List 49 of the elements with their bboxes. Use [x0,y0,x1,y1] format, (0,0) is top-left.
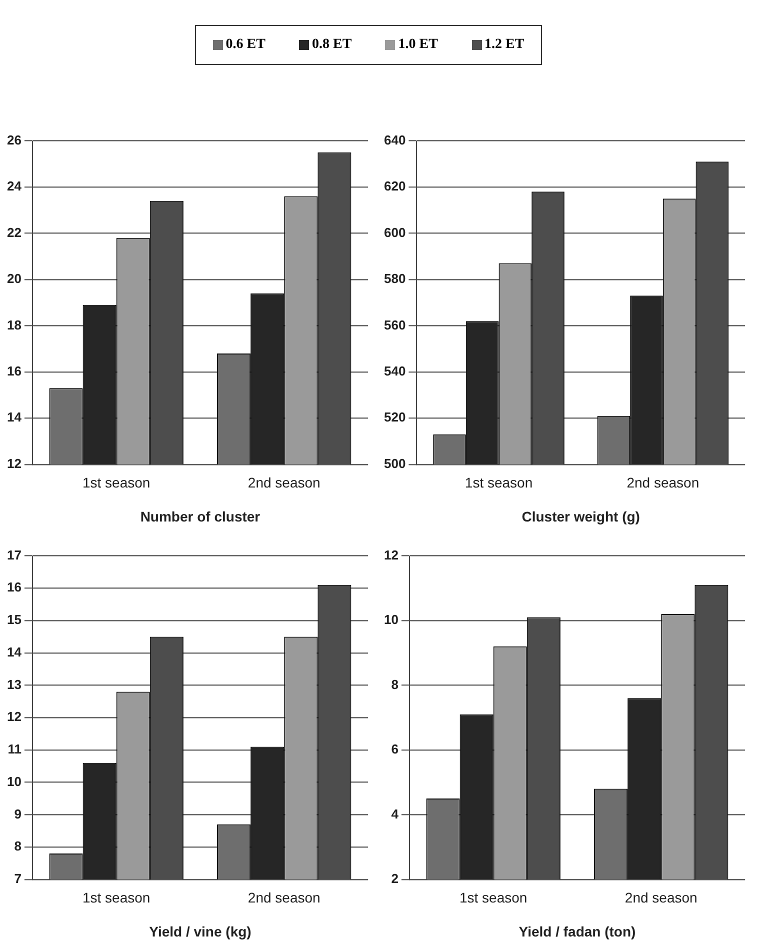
y-tick-label: 15 [6,612,22,628]
y-tick-label: 22 [6,224,22,240]
x-axis-title: Yield / fadan (ton) [518,923,636,940]
y-tick-label: 12 [384,547,398,562]
legend-label: 1.2 ET [484,37,524,53]
y-tick-label: 11 [8,742,22,757]
x-axis-title: Yield / vine (kg) [149,923,252,940]
y-tick-label: 10 [384,612,398,628]
y-tick-label: 4 [391,806,400,822]
y-tick-label: 14 [6,644,22,660]
y-tick-label: 620 [384,178,406,194]
x-tick-label: 1st season [82,474,150,491]
y-tick-label: 16 [6,580,22,595]
y-tick-label: 7 [14,870,22,886]
y-tick-label: 18 [6,317,22,332]
y-tick-label: 520 [384,410,406,425]
y-tick-label: 12 [6,709,22,724]
y-tick-label: 6 [391,742,398,757]
y-tick-label: 540 [384,364,406,379]
y-tick-label: 500 [384,456,406,471]
y-tick-label: 560 [384,317,406,332]
y-tick-label: 16 [6,364,22,379]
legend-label: 0.6 ET [226,37,266,53]
x-axis-title: Number of cluster [140,508,261,524]
y-tick-label: 600 [384,224,406,240]
x-tick-label: 2nd season [248,474,320,491]
x-tick-label: 1st season [82,890,150,906]
x-tick-label: 1st season [464,474,533,491]
y-tick-label: 640 [384,132,406,148]
y-tick-label: 20 [6,271,22,286]
y-tick-label: 580 [384,271,406,286]
legend-label: 1.0 ET [398,37,438,53]
y-tick-label: 8 [391,676,398,692]
y-tick-label: 14 [6,410,22,425]
y-tick-label: 13 [6,676,22,692]
y-tick-label: 26 [6,132,22,148]
x-tick-label: 1st season [459,890,528,906]
y-tick-label: 2 [391,870,398,886]
y-tick-label: 10 [6,774,22,789]
x-tick-label: 2nd season [626,474,700,491]
x-tick-label: 2nd season [624,890,698,906]
y-tick-label: 9 [14,806,22,822]
y-tick-label: 24 [6,178,22,194]
legend-label: 0.8 ET [312,37,352,53]
x-axis-title: Cluster weight (g) [522,508,640,524]
x-tick-label: 2nd season [248,890,320,906]
y-tick-label: 12 [6,456,22,471]
y-tick-label: 17 [6,547,22,562]
y-tick-label: 8 [14,838,22,854]
